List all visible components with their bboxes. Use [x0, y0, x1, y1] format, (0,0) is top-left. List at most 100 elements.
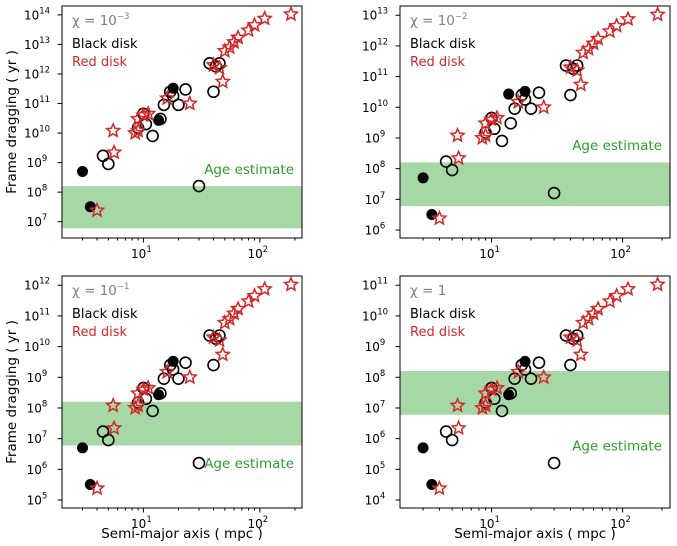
red-disk-star-point — [246, 287, 263, 303]
black-disk-open-point — [564, 358, 577, 372]
red-disk-star-point — [572, 75, 590, 92]
black-disk-filled-point — [417, 442, 429, 454]
black-disk-open-point — [570, 329, 584, 342]
axes-frame — [61, 5, 303, 239]
black-disk-open-point — [172, 372, 185, 385]
black-disk-filled-point — [503, 88, 515, 100]
black-disk-filled-point — [519, 355, 531, 367]
black-disk-filled-point — [167, 355, 179, 367]
black-disk-open-point — [547, 456, 561, 470]
legend-black-disk: Black disk — [72, 37, 138, 52]
red-disk-star-point — [104, 396, 122, 413]
red-disk-star-point — [105, 143, 123, 160]
red-disk-star-point — [477, 114, 494, 131]
red-disk-star-point — [488, 379, 506, 395]
red-disk-star-point — [601, 292, 619, 309]
red-disk-star-point — [535, 98, 553, 115]
red-disk-star-point — [256, 9, 273, 26]
red-disk-star-point — [477, 126, 494, 143]
legend-red-disk: Red disk — [410, 55, 465, 70]
age-estimate-band — [400, 162, 670, 207]
y-axis-label: Frame dragging ( yr ) — [4, 50, 20, 194]
black-disk-filled-point — [503, 389, 515, 401]
black-disk-open-point — [172, 98, 185, 112]
y-tick-label: 107 — [27, 430, 48, 446]
y-tick-label: 1013 — [24, 36, 50, 52]
red-disk-star-point — [105, 419, 123, 436]
black-disk-open-point — [179, 83, 192, 96]
red-disk-star-point — [574, 314, 592, 330]
y-tick-label: 109 — [27, 369, 48, 385]
red-disk-star-point — [229, 28, 247, 45]
red-disk-star-point — [649, 276, 666, 292]
red-disk-star-point — [214, 345, 232, 362]
red-disk-star-point — [225, 304, 243, 321]
black-disk-open-point — [102, 157, 115, 171]
red-disk-star-point — [488, 109, 506, 125]
red-disk-star-point — [510, 93, 527, 109]
red-disk-star-point — [256, 280, 273, 297]
y-tick-label: 1011 — [362, 277, 388, 293]
y-tick-label: 1010 — [362, 99, 388, 115]
red-disk-star-point — [282, 6, 300, 22]
black-disk-open-point — [192, 179, 206, 193]
y-tick-label: 1010 — [362, 307, 388, 323]
y-tick-label: 107 — [365, 191, 386, 207]
red-disk-star-point — [568, 331, 586, 348]
y-axis-label: Frame dragging ( yr ) — [4, 320, 20, 464]
red-disk-star-point — [483, 380, 500, 397]
axes-frame — [61, 275, 303, 509]
chi-label: χ = 1 — [410, 283, 446, 299]
black-disk-filled-point — [519, 85, 531, 97]
red-disk-star-point — [572, 345, 590, 362]
legend-black-disk: Black disk — [410, 307, 476, 322]
y-tick-label: 105 — [27, 492, 48, 508]
red-disk-star-point — [589, 30, 607, 46]
black-disk-open-point — [207, 358, 220, 372]
red-disk-star-point — [88, 479, 106, 496]
black-disk-filled-point — [153, 389, 165, 401]
black-disk-filled-point — [84, 479, 96, 491]
black-disk-open-point — [439, 155, 453, 168]
black-disk-open-point — [524, 372, 538, 385]
black-disk-open-point — [96, 149, 110, 163]
y-tick-label: 1014 — [24, 6, 50, 22]
y-tick-label: 109 — [27, 154, 48, 170]
y-tick-label: 109 — [365, 338, 386, 354]
red-disk-star-point — [449, 396, 466, 413]
red-disk-star-point — [135, 380, 152, 397]
red-disk-star-point — [214, 72, 232, 89]
black-disk-open-point — [524, 102, 538, 115]
red-disk-star-point — [535, 368, 553, 385]
y-tick-label: 1012 — [362, 37, 388, 53]
black-disk-open-point — [495, 134, 509, 148]
red-disk-star-point — [129, 121, 147, 138]
red-disk-star-point — [431, 209, 448, 226]
age-estimate-label: Age estimate — [572, 438, 662, 454]
y-tick-label: 108 — [27, 184, 48, 200]
red-disk-star-point — [649, 6, 666, 22]
y-tick-label: 1011 — [362, 68, 388, 84]
age-estimate-label: Age estimate — [204, 456, 294, 472]
black-disk-open-point — [445, 433, 459, 447]
age-estimate-band — [400, 371, 670, 415]
red-disk-star-point — [181, 368, 199, 385]
age-estimate-band — [62, 401, 302, 446]
y-tick-label: 106 — [365, 430, 386, 446]
y-tick-label: 105 — [365, 461, 386, 477]
black-disk-open-point — [504, 117, 518, 130]
black-disk-open-point — [532, 356, 546, 369]
red-disk-star-point — [450, 419, 467, 436]
black-disk-open-point — [213, 329, 226, 342]
x-axis-label: Semi-major axis ( mpc ) — [454, 526, 616, 542]
red-disk-star-point — [104, 121, 122, 138]
red-disk-star-point — [477, 396, 494, 413]
red-disk-star-point — [246, 16, 263, 33]
black-disk-open-point — [495, 404, 509, 418]
red-disk-star-point — [229, 300, 247, 316]
axes-frame — [399, 275, 671, 509]
legend-black-disk: Black disk — [410, 37, 476, 52]
black-disk-filled-point — [77, 442, 89, 454]
